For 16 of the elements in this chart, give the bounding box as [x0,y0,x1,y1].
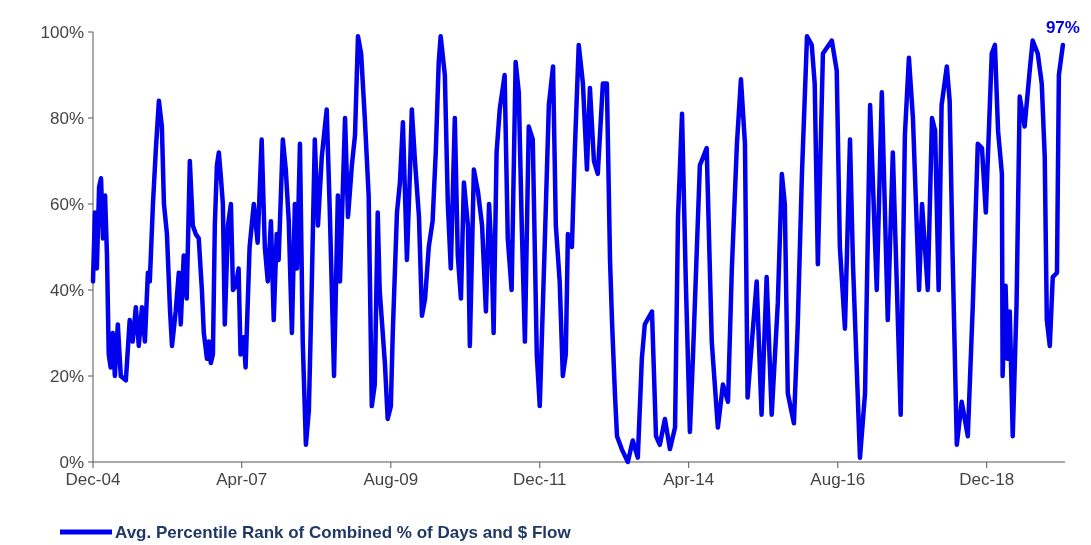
x-tick-label: Apr-14 [663,470,715,489]
legend-label: Avg. Percentile Rank of Combined % of Days and $ Flow [115,522,572,542]
annotation: 97% [1045,17,1080,37]
y-tick-label: 20% [49,366,84,386]
y-tick-label: 0% [59,452,84,472]
x-tick-label: Dec-18 [959,470,1015,489]
y-tick-label: 60% [49,194,84,214]
x-tick-label: Aug-16 [810,470,866,489]
y-tick-label: 80% [49,108,84,128]
x-tick-label: Dec-11 [512,470,567,489]
x-tick-label: Dec-04 [65,470,121,489]
y-tick-label: 40% [49,280,84,300]
x-tick-label: Apr-07 [216,470,268,489]
line-series [90,34,1066,465]
x-tick-label: Aug-09 [363,470,419,489]
y-tick-label: 100% [40,22,84,42]
